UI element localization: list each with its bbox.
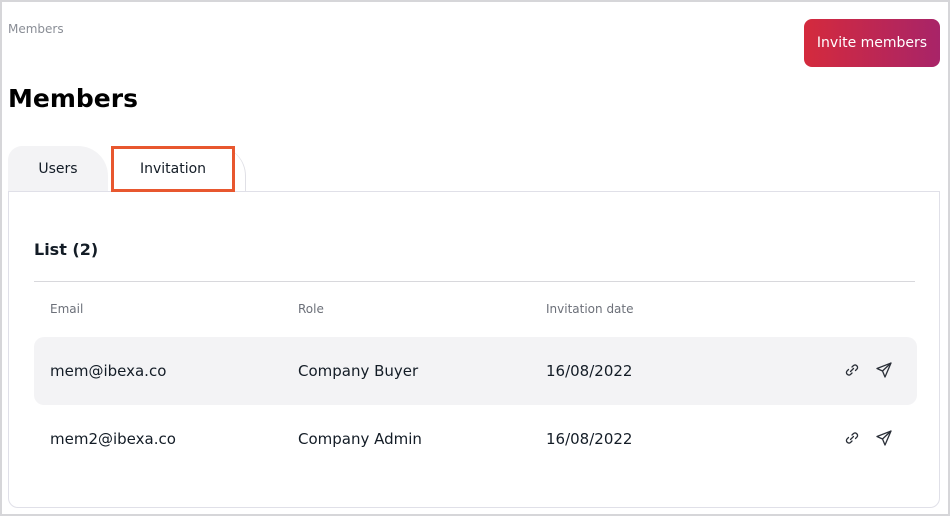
column-header-email: Email	[50, 302, 84, 316]
send-icon[interactable]	[874, 360, 894, 380]
breadcrumb: Members	[8, 22, 64, 36]
table-row: mem@ibexa.co Company Buyer 16/08/2022	[34, 337, 917, 405]
send-icon[interactable]	[874, 428, 894, 448]
list-title: List (2)	[34, 240, 99, 259]
link-icon[interactable]	[842, 360, 862, 380]
tab-label: Users	[38, 161, 78, 177]
table-row: mem2@ibexa.co Company Admin 16/08/2022	[34, 405, 917, 473]
divider	[34, 281, 915, 282]
invitation-panel: List (2) Email Role Invitation date mem@…	[8, 191, 940, 508]
role: Company Buyer	[298, 362, 419, 380]
tab-users[interactable]: Users	[8, 146, 108, 192]
email: mem2@ibexa.co	[50, 430, 176, 448]
email: mem@ibexa.co	[50, 362, 167, 380]
link-icon[interactable]	[842, 428, 862, 448]
invite-members-button[interactable]: Invite members	[804, 19, 940, 67]
column-header-invitation-date: Invitation date	[546, 302, 634, 316]
tab-label: Invitation	[139, 161, 207, 177]
page-title: Members	[8, 84, 138, 113]
role: Company Admin	[298, 430, 422, 448]
invitation-date: 16/08/2022	[546, 430, 633, 448]
tab-invitation[interactable]: Invitation	[111, 146, 235, 192]
column-header-role: Role	[298, 302, 324, 316]
invitation-date: 16/08/2022	[546, 362, 633, 380]
